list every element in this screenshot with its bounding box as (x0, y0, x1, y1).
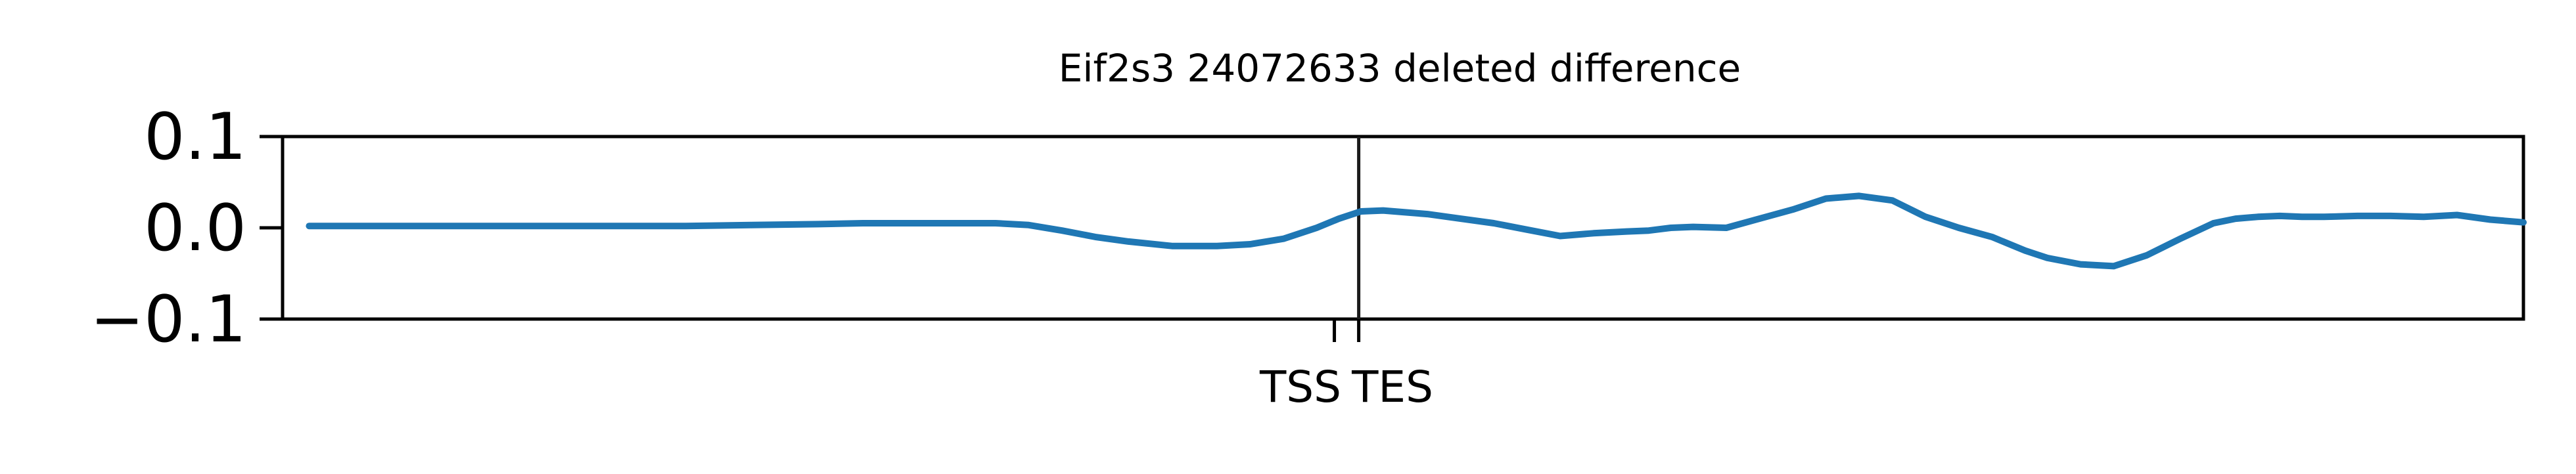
series-line (306, 192, 2527, 270)
x-axis-ticks: TSS TES (1259, 319, 1433, 412)
chart-title: Eif2s3 24072633 deleted difference (1059, 46, 1741, 91)
y-tick-label: −0.1 (90, 282, 246, 357)
x-tick-label: TSS (1259, 362, 1341, 412)
y-tick-label: 0.0 (144, 191, 246, 266)
x-tick-label: TES (1351, 362, 1433, 412)
y-axis-ticks: 0.1 0.0 −0.1 (90, 100, 283, 357)
y-tick-label: 0.1 (144, 100, 246, 175)
